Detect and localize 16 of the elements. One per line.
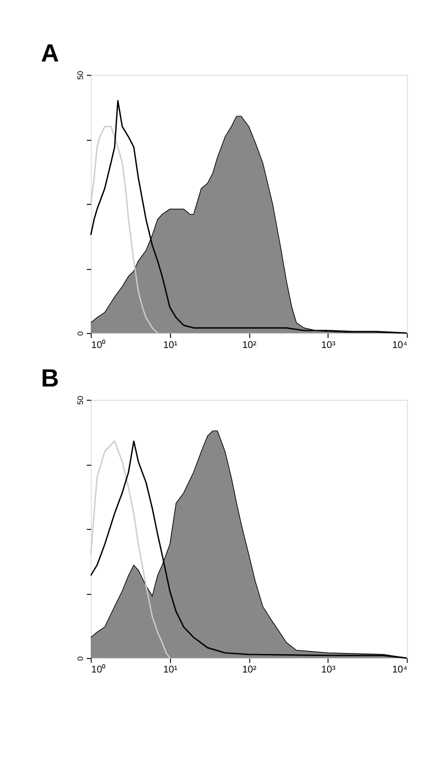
y-tick-label: 50 [76,70,86,80]
chart-title: A [40,40,59,68]
x-tick-label: 10¹ [163,340,178,351]
y-tick-label: 0 [76,656,86,661]
x-tick-label: 10⁴ [392,664,408,676]
x-tick-label: 10⁰ [91,664,106,676]
chart-title: B [40,364,59,392]
x-tick-label: 10³ [321,664,336,676]
x-tick-label: 10⁰ [91,338,106,351]
x-tick-label: 10⁴ [392,340,408,351]
x-tick-label: 10¹ [163,664,178,676]
y-tick-label: 50 [76,395,86,405]
x-tick-label: 10³ [321,340,336,351]
x-tick-label: 10² [242,664,258,676]
y-tick-label: 0 [76,330,86,336]
x-tick-label: 10² [242,340,258,351]
